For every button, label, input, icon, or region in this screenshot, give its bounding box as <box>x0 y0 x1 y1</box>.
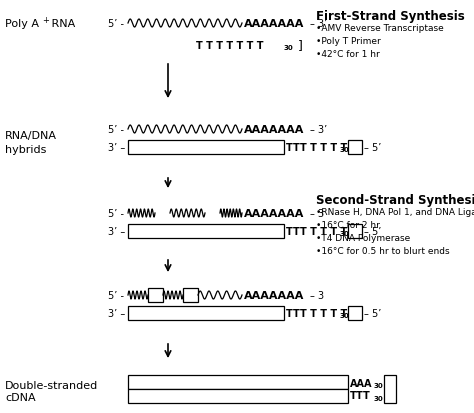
Text: •16°C for 2 hr: •16°C for 2 hr <box>316 221 380 230</box>
Text: 30: 30 <box>284 45 294 51</box>
Bar <box>348 141 362 154</box>
Text: •42°C for 1 hr: •42°C for 1 hr <box>316 50 380 59</box>
Text: •T4 DNA Polymerase: •T4 DNA Polymerase <box>316 233 410 242</box>
Text: – 5’: – 5’ <box>364 142 382 153</box>
Bar <box>348 224 362 238</box>
Text: •RNase H, DNA Pol 1, and DNA Ligase: •RNase H, DNA Pol 1, and DNA Ligase <box>316 207 474 216</box>
Bar <box>148 288 163 302</box>
Text: AAA: AAA <box>350 378 373 388</box>
Text: TTT T T T T: TTT T T T T <box>286 308 347 318</box>
Text: 5’ -: 5’ - <box>108 290 124 300</box>
Bar <box>128 306 284 320</box>
Text: 30: 30 <box>374 382 384 388</box>
Text: – 3’: – 3’ <box>310 125 327 135</box>
Text: •Poly T Primer: •Poly T Primer <box>316 37 381 46</box>
Text: 3’ –: 3’ – <box>108 142 125 153</box>
Text: TTT: TTT <box>350 390 371 400</box>
Text: 5’ -: 5’ - <box>108 19 124 29</box>
Text: TTT T T T T: TTT T T T T <box>286 226 347 236</box>
Text: cDNA: cDNA <box>5 392 36 402</box>
Bar <box>128 375 348 389</box>
Text: AAAAAAA: AAAAAAA <box>244 290 304 300</box>
Text: 30: 30 <box>340 147 350 153</box>
Text: RNA/DNA: RNA/DNA <box>5 131 57 141</box>
Text: 5’ -: 5’ - <box>108 125 124 135</box>
Text: Poly A: Poly A <box>5 19 39 29</box>
Bar <box>128 141 284 154</box>
Text: AAAAAAA: AAAAAAA <box>244 125 304 135</box>
Bar <box>183 288 198 302</box>
Bar <box>348 306 362 320</box>
Text: 30: 30 <box>374 395 384 401</box>
Text: 5’ -: 5’ - <box>108 209 124 218</box>
Text: +: + <box>42 15 49 24</box>
Text: T T T T T T T: T T T T T T T <box>196 41 264 51</box>
Text: AAAAAAA: AAAAAAA <box>244 209 304 218</box>
Text: 3’ –: 3’ – <box>108 226 125 236</box>
Text: •AMV Reverse Transcriptase: •AMV Reverse Transcriptase <box>316 24 444 33</box>
FancyArrow shape <box>178 39 240 53</box>
Text: AAAAAAA: AAAAAAA <box>244 19 304 29</box>
Text: •16°C for 0.5 hr to blurt ends: •16°C for 0.5 hr to blurt ends <box>316 247 450 255</box>
Text: – 3’: – 3’ <box>310 19 327 29</box>
Text: RNA: RNA <box>48 19 75 29</box>
Text: First-Strand Synthesis: First-Strand Synthesis <box>316 10 465 23</box>
Text: Double-stranded: Double-stranded <box>5 380 98 390</box>
Text: – 5’: – 5’ <box>364 308 382 318</box>
Bar <box>384 375 396 403</box>
Text: – 3: – 3 <box>310 209 324 218</box>
Bar <box>128 224 284 238</box>
Text: 30: 30 <box>340 230 350 236</box>
Text: – 3: – 3 <box>310 290 324 300</box>
Text: – 5’: – 5’ <box>364 226 382 236</box>
Text: Second-Strand Synthesis: Second-Strand Synthesis <box>316 194 474 206</box>
Text: TTT T T T T: TTT T T T T <box>286 142 347 153</box>
Text: hybrids: hybrids <box>5 145 46 154</box>
Text: 3’ –: 3’ – <box>108 308 125 318</box>
Text: 30: 30 <box>340 312 350 318</box>
Bar <box>128 389 348 403</box>
Text: ]: ] <box>298 39 303 52</box>
